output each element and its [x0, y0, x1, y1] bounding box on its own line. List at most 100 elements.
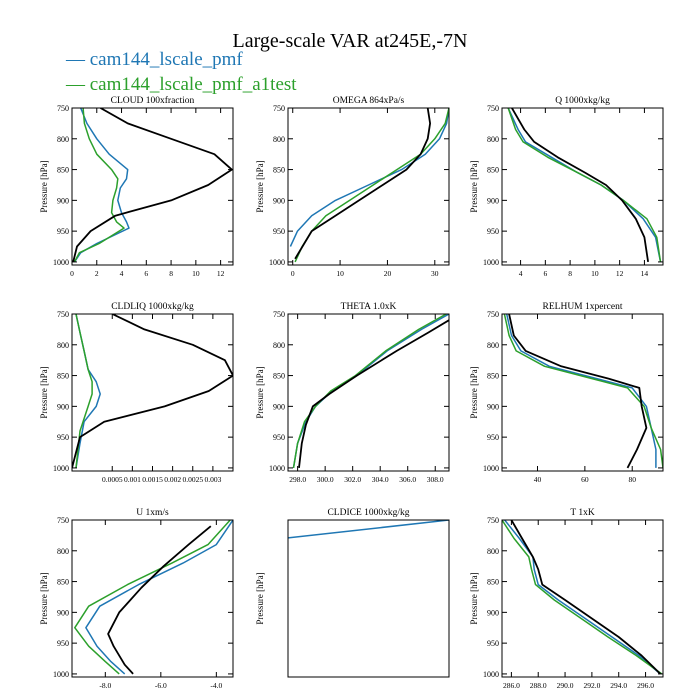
y-tick-label: 1000: [483, 670, 499, 679]
panel-4: CLDLIQ 1000xkg/kg Pressure [hPa] 750 800 850…: [39, 302, 234, 484]
series-line-1: [292, 314, 449, 469]
x-tick-label: 20: [384, 269, 392, 278]
y-tick-label: 850: [273, 372, 285, 381]
y-tick-label: 850: [57, 372, 69, 381]
plot-frame: [287, 519, 450, 678]
y-axis-label: Pressure [hPa]: [255, 572, 265, 624]
x-tick-label: 0.003: [204, 475, 221, 484]
y-axis-label: Pressure [hPa]: [469, 160, 479, 212]
x-tick-label: 0.001: [124, 475, 141, 484]
panel-title: CLDLIQ 1000xkg/kg: [111, 302, 194, 312]
y-tick-label: 750: [487, 516, 499, 525]
series-group: [72, 108, 233, 263]
series-line-3: [294, 108, 432, 260]
x-tick-label: 0: [70, 269, 74, 278]
y-tick-label: 850: [487, 372, 499, 381]
series-line-1: [288, 520, 449, 539]
y-tick-label: 950: [57, 227, 69, 236]
y-axis-label: Pressure [hPa]: [469, 572, 479, 624]
y-tick-label: 900: [487, 608, 499, 617]
y-tick-label: 750: [487, 104, 499, 113]
figure-title: Large-scale VAR at245E,-7N: [232, 30, 468, 52]
plot-frame: [287, 313, 450, 472]
series-line-3: [298, 319, 449, 469]
x-tick-label: -6.0: [155, 681, 167, 690]
y-tick-label: 800: [487, 135, 499, 144]
y-tick-label: 1000: [269, 464, 285, 473]
panel-2: OMEGA 864xPa/s Pressure [hPa] 750 800 850 900…: [255, 96, 450, 278]
y-tick-label: 850: [57, 578, 69, 587]
x-tick-label: 4: [120, 269, 124, 278]
series-line-2: [503, 314, 663, 468]
y-tick-label: 950: [57, 639, 69, 648]
y-tick-label: 850: [273, 166, 285, 175]
x-tick-label: 290.0: [557, 681, 574, 690]
series-line-3: [510, 520, 661, 675]
x-tick-label: 40: [534, 475, 542, 484]
x-tick-label: 10: [591, 269, 599, 278]
x-tick-label: 306.0: [399, 475, 416, 484]
y-tick-label: 900: [57, 196, 69, 205]
series-line-2: [502, 520, 663, 675]
series-line-3: [72, 108, 233, 263]
x-tick-label: 304.0: [372, 475, 389, 484]
x-tick-label: 298.0: [289, 475, 306, 484]
series-group: [74, 520, 233, 675]
legend-entry-1: — cam144_lscale_pmf: [66, 49, 243, 70]
y-tick-label: 1000: [483, 464, 499, 473]
y-tick-label: 800: [273, 135, 285, 144]
panel-title: THETA 1.0xK: [341, 302, 397, 312]
plot-frame: [501, 519, 664, 678]
x-tick-label: 288.0: [530, 681, 547, 690]
y-tick-label: 900: [487, 196, 499, 205]
x-tick-label: 8: [169, 269, 173, 278]
y-tick-label: 950: [487, 433, 499, 442]
series-line-3: [511, 108, 649, 263]
series-line-1: [505, 314, 657, 468]
y-axis-label: Pressure [hPa]: [255, 160, 265, 212]
y-tick-label: 900: [57, 402, 69, 411]
x-tick-label: 0.0005: [102, 475, 123, 484]
panel-title: CLDICE 1000xkg/kg: [327, 508, 409, 518]
panel-1: CLOUD 100xfraction Pressure [hPa] 750 800 85…: [39, 95, 234, 278]
x-tick-label: 6: [543, 269, 547, 278]
y-tick-label: 750: [487, 310, 499, 319]
y-tick-label: 800: [57, 547, 69, 556]
plot-frame: [501, 107, 664, 266]
x-tick-label: 10: [336, 269, 344, 278]
series-line-1: [289, 108, 449, 247]
x-tick-label: 14: [641, 269, 649, 278]
panel-title: Q 1000xkg/kg: [555, 96, 610, 106]
y-tick-label: 1000: [483, 258, 499, 267]
x-tick-label: 0.0025: [182, 475, 203, 484]
y-tick-label: 900: [57, 608, 69, 617]
x-tick-label: 302.0: [344, 475, 361, 484]
y-axis-label: Pressure [hPa]: [469, 366, 479, 418]
series-line-2: [75, 314, 93, 468]
series-group: [72, 314, 233, 469]
x-tick-label: 12: [217, 269, 225, 278]
series-line-2: [507, 108, 662, 263]
y-tick-label: 1000: [53, 258, 69, 267]
legend-entry-2: — cam144_lscale_pmf_a1test: [66, 74, 297, 95]
series-line-1: [504, 520, 661, 675]
series-line-3: [107, 525, 212, 675]
y-tick-label: 950: [487, 227, 499, 236]
y-tick-label: 950: [273, 227, 285, 236]
x-tick-label: 2: [95, 269, 99, 278]
x-tick-label: 292.0: [583, 681, 600, 690]
plot-frame: [287, 107, 450, 266]
series-line-2: [73, 108, 125, 263]
y-tick-label: 750: [273, 104, 285, 113]
x-tick-label: 8: [568, 269, 572, 278]
y-tick-label: 850: [57, 166, 69, 175]
panel-3: Q 1000xkg/kg Pressure [hPa] 750 800 850 900 95…: [469, 96, 664, 278]
y-tick-label: 800: [487, 547, 499, 556]
y-tick-label: 900: [273, 196, 285, 205]
panel-title: RELHUM 1xpercent: [543, 302, 623, 312]
series-line-1: [75, 314, 101, 469]
series-line-1: [85, 520, 233, 675]
series-group: [289, 108, 449, 263]
series-line-3: [508, 314, 648, 469]
panel-title: T 1xK: [570, 508, 595, 518]
